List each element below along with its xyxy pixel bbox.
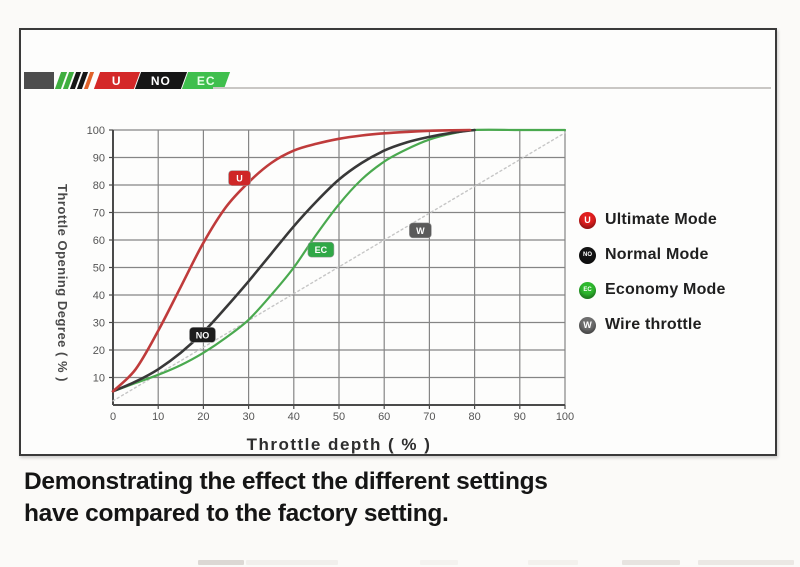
ultimate-mode-marker-icon: U [579,211,596,229]
svg-text:W: W [416,226,425,236]
legend-label: Ultimate Mode [605,211,717,228]
economy-mode-marker-icon: EC [579,281,596,299]
svg-text:60: 60 [93,235,105,247]
svg-text:60: 60 [378,411,390,423]
caption: Demonstrating the effect the different s… [24,466,548,530]
bottom-crop-strip [0,558,800,567]
legend-item-normal: NO Normal Mode [579,244,775,266]
svg-text:20: 20 [93,345,105,357]
svg-text:100: 100 [87,125,105,137]
legend-item-wire: W Wire throttle [579,314,775,336]
svg-text:80: 80 [93,180,105,192]
svg-text:20: 20 [197,411,209,423]
svg-text:40: 40 [93,290,105,302]
logo-banner: U NO EC [24,72,231,89]
svg-text:50: 50 [333,411,345,423]
wire-throttle-marker-icon: W [579,316,596,334]
legend-item-ultimate: U Ultimate Mode [579,209,775,231]
legend-label: Wire throttle [605,316,702,333]
caption-line-1: Demonstrating the effect the different s… [24,468,548,495]
x-axis-label: Throttle depth ( % ) [246,435,432,454]
svg-text:30: 30 [93,318,105,330]
svg-text:50: 50 [93,263,105,275]
svg-text:40: 40 [288,411,300,423]
svg-text:EC: EC [315,245,328,255]
caption-line-2: have compared to the factory setting. [24,499,449,527]
y-axis-label: Throttle Opening Degree ( % ) [55,184,70,382]
normal-mode-marker-icon: NO [579,246,596,264]
svg-text:80: 80 [468,411,480,423]
svg-text:90: 90 [514,411,526,423]
svg-text:10: 10 [93,373,105,385]
legend-label: Economy Mode [605,281,726,298]
throttle-curve-plot: 0 10 20 30 40 50 60 70 80 90 100 10 20 30 40 50 60 70 80 90… [87,125,575,423]
svg-text:100: 100 [556,411,574,423]
svg-text:0: 0 [110,411,116,423]
svg-text:30: 30 [242,411,254,423]
svg-text:10: 10 [152,411,164,423]
svg-text:NO: NO [196,330,210,340]
svg-text:70: 70 [423,411,435,423]
banner-underline [213,87,771,89]
svg-text:90: 90 [93,153,105,165]
svg-text:70: 70 [93,208,105,220]
legend: U Ultimate Mode NO Normal Mode EC Econom… [579,209,775,349]
logo-bar [24,72,54,89]
legend-label: Normal Mode [605,246,709,263]
chart-panel: U NO EC 0 10 20 30 40 50 60 70 80 90 100 10 20 30 40 50… [19,28,777,456]
svg-text:U: U [236,174,243,184]
legend-item-economy: EC Economy Mode [579,279,775,301]
